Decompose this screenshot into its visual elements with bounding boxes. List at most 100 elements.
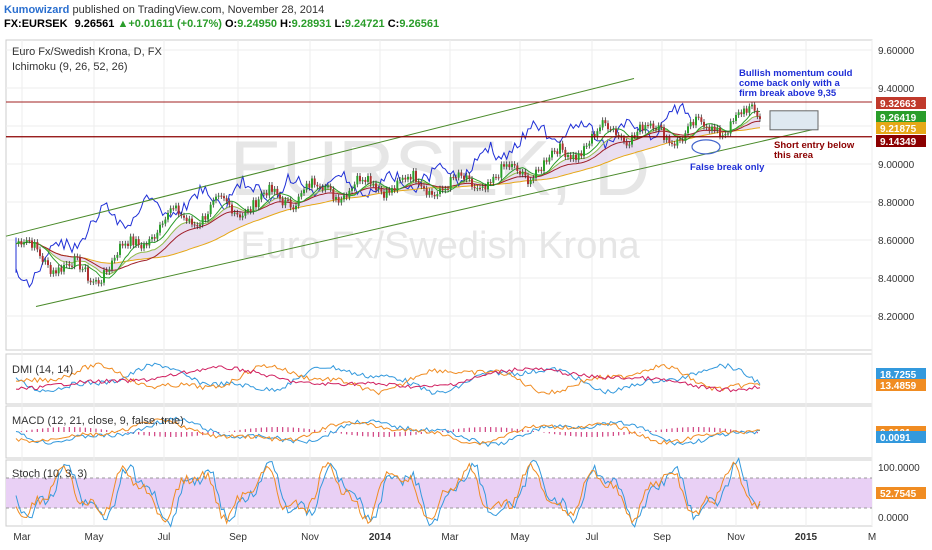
candle-body — [287, 199, 289, 201]
candle-body — [337, 197, 340, 203]
candle-body — [455, 177, 457, 179]
candle-body — [505, 164, 508, 167]
candle-body — [759, 116, 761, 119]
candle-body — [140, 244, 143, 249]
candle-body — [241, 215, 244, 218]
candle-body — [441, 188, 444, 191]
candle-body — [689, 121, 692, 127]
candle-body — [79, 257, 81, 270]
candle-body — [105, 270, 108, 273]
candle-body — [481, 186, 484, 188]
candle-body — [436, 194, 439, 197]
candle-body — [135, 239, 137, 246]
candle-body — [692, 121, 695, 126]
candle-body — [383, 191, 385, 198]
candle-body — [33, 242, 36, 248]
candle-body — [55, 270, 57, 274]
candle-body — [183, 215, 185, 218]
last-price: 9.26561 — [74, 18, 115, 30]
candle-body — [28, 239, 31, 241]
candle-body — [353, 184, 356, 189]
time-tick-label: 2014 — [369, 532, 392, 543]
candle-body — [44, 260, 47, 262]
high-label: H: — [280, 18, 292, 30]
candle-body — [420, 184, 423, 187]
indicator-tag-label: 18.7255 — [880, 370, 917, 381]
candle-body — [31, 240, 33, 248]
candle-body — [719, 127, 721, 137]
candle-body — [700, 117, 703, 122]
candle-body — [697, 116, 700, 118]
candle-body — [305, 183, 308, 190]
candle-body — [87, 267, 89, 281]
up-arrow-icon: ▲ — [117, 18, 129, 30]
candle-body — [617, 134, 620, 137]
candle-body — [164, 219, 167, 224]
low-value: 9.24721 — [344, 18, 385, 30]
high-value: 9.28931 — [291, 18, 332, 30]
candle-body — [407, 176, 409, 180]
candle-body — [737, 112, 740, 116]
close-value: 9.26561 — [399, 18, 440, 30]
candle-body — [244, 211, 247, 216]
candle-body — [52, 270, 55, 274]
candle-body — [535, 169, 537, 178]
candle-body — [151, 237, 153, 240]
main-panel-title: Euro Fx/Swedish Krona, D, FX — [12, 46, 162, 58]
candle-body — [57, 267, 60, 274]
candle-body — [703, 121, 705, 127]
candle-body — [495, 176, 497, 178]
stoch-tick-label: 100.0000 — [878, 463, 920, 474]
candle-body — [711, 126, 713, 131]
candle-body — [364, 179, 367, 182]
candle-body — [423, 186, 425, 189]
candle-body — [60, 267, 63, 272]
candle-body — [695, 116, 697, 126]
candle-body — [332, 189, 335, 200]
candle-body — [623, 137, 625, 142]
false-break-note: False break only — [690, 162, 765, 173]
candle-body — [199, 224, 201, 227]
candle-body — [281, 198, 284, 206]
candle-body — [652, 123, 655, 129]
channel-lower-line — [35, 129, 813, 307]
candle-body — [239, 214, 241, 218]
price-tag — [876, 122, 926, 134]
time-tick-label: May — [511, 532, 530, 543]
candle-body — [396, 180, 399, 191]
time-tick-label: May — [85, 532, 104, 543]
macd-title: MACD (12, 21, close, 9, false, true) — [12, 415, 184, 427]
candle-body — [553, 150, 556, 152]
dmi-plus-line — [15, 362, 761, 395]
cloud-fill — [16, 116, 760, 275]
candle-body — [551, 150, 553, 158]
candle-body — [631, 135, 633, 145]
candle-body — [561, 143, 564, 150]
candle-body — [543, 160, 545, 171]
senkou-b-line — [15, 127, 761, 264]
candle-body — [95, 280, 97, 282]
publisher-link[interactable]: Kumowizard — [4, 4, 70, 16]
candle-body — [639, 124, 641, 132]
candle-body — [569, 154, 572, 160]
candle-body — [263, 192, 265, 194]
candle-body — [591, 133, 593, 144]
candle-body — [100, 282, 103, 284]
candle-body — [68, 263, 71, 266]
candle-body — [735, 115, 737, 121]
time-axis: Mar May Jul Sep Nov 2014 Mar May Jul Sep Nov 2015 M — [13, 532, 876, 543]
candle-body — [73, 256, 76, 267]
candle-body — [529, 180, 532, 185]
price-tick-label: 8.40000 — [878, 274, 915, 285]
candle-body — [119, 243, 121, 255]
candle-body — [300, 193, 303, 197]
candle-body — [713, 126, 716, 131]
candle-body — [671, 142, 673, 144]
price-tick-label: 8.80000 — [878, 198, 915, 209]
candle-body — [279, 194, 281, 199]
candle-body — [313, 178, 316, 185]
price-change: +0.01611 (+0.17%) — [128, 18, 222, 30]
candle-body — [161, 223, 164, 225]
candle-body — [516, 165, 519, 172]
